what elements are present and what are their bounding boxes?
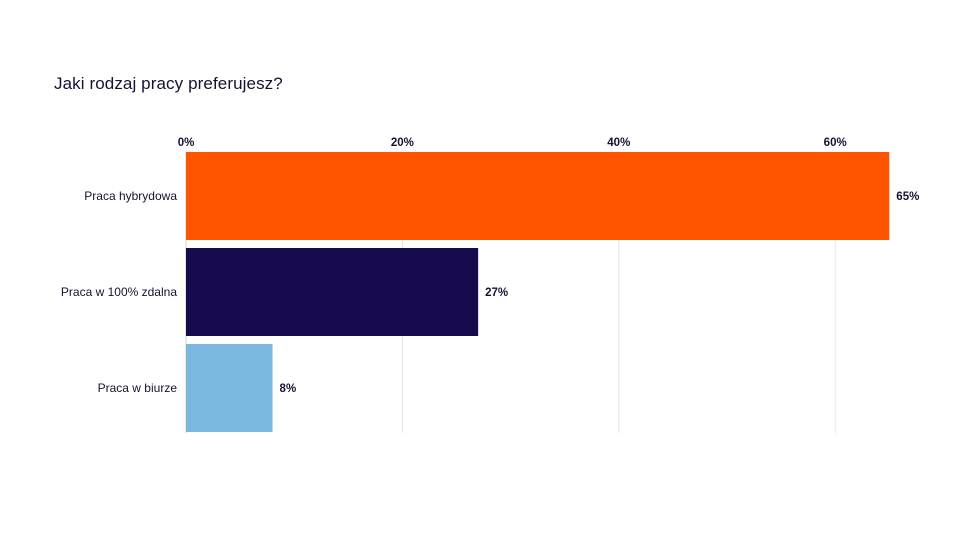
data-label: 8%	[280, 383, 297, 395]
x-tick-label: 60%	[824, 137, 847, 149]
x-axis-ticks: 0% 20% 40% 60%	[178, 137, 847, 149]
data-label: 27%	[485, 287, 508, 299]
category-label: Praca w 100% zdalna	[61, 285, 177, 299]
bar	[186, 248, 479, 336]
bar	[186, 344, 273, 432]
category-label: Praca w biurze	[98, 381, 178, 395]
data-label: 65%	[896, 191, 919, 203]
chart-title: Jaki rodzaj pracy preferujesz?	[54, 74, 283, 93]
x-tick-label: 20%	[391, 137, 414, 149]
x-tick-label: 0%	[178, 137, 195, 149]
x-tick-label: 40%	[607, 137, 630, 149]
bar	[186, 152, 890, 240]
labels: Praca hybrydowa 65% Praca w 100% zdalna 27%…	[61, 189, 919, 395]
bars	[186, 152, 890, 432]
category-label: Praca hybrydowa	[84, 189, 177, 203]
